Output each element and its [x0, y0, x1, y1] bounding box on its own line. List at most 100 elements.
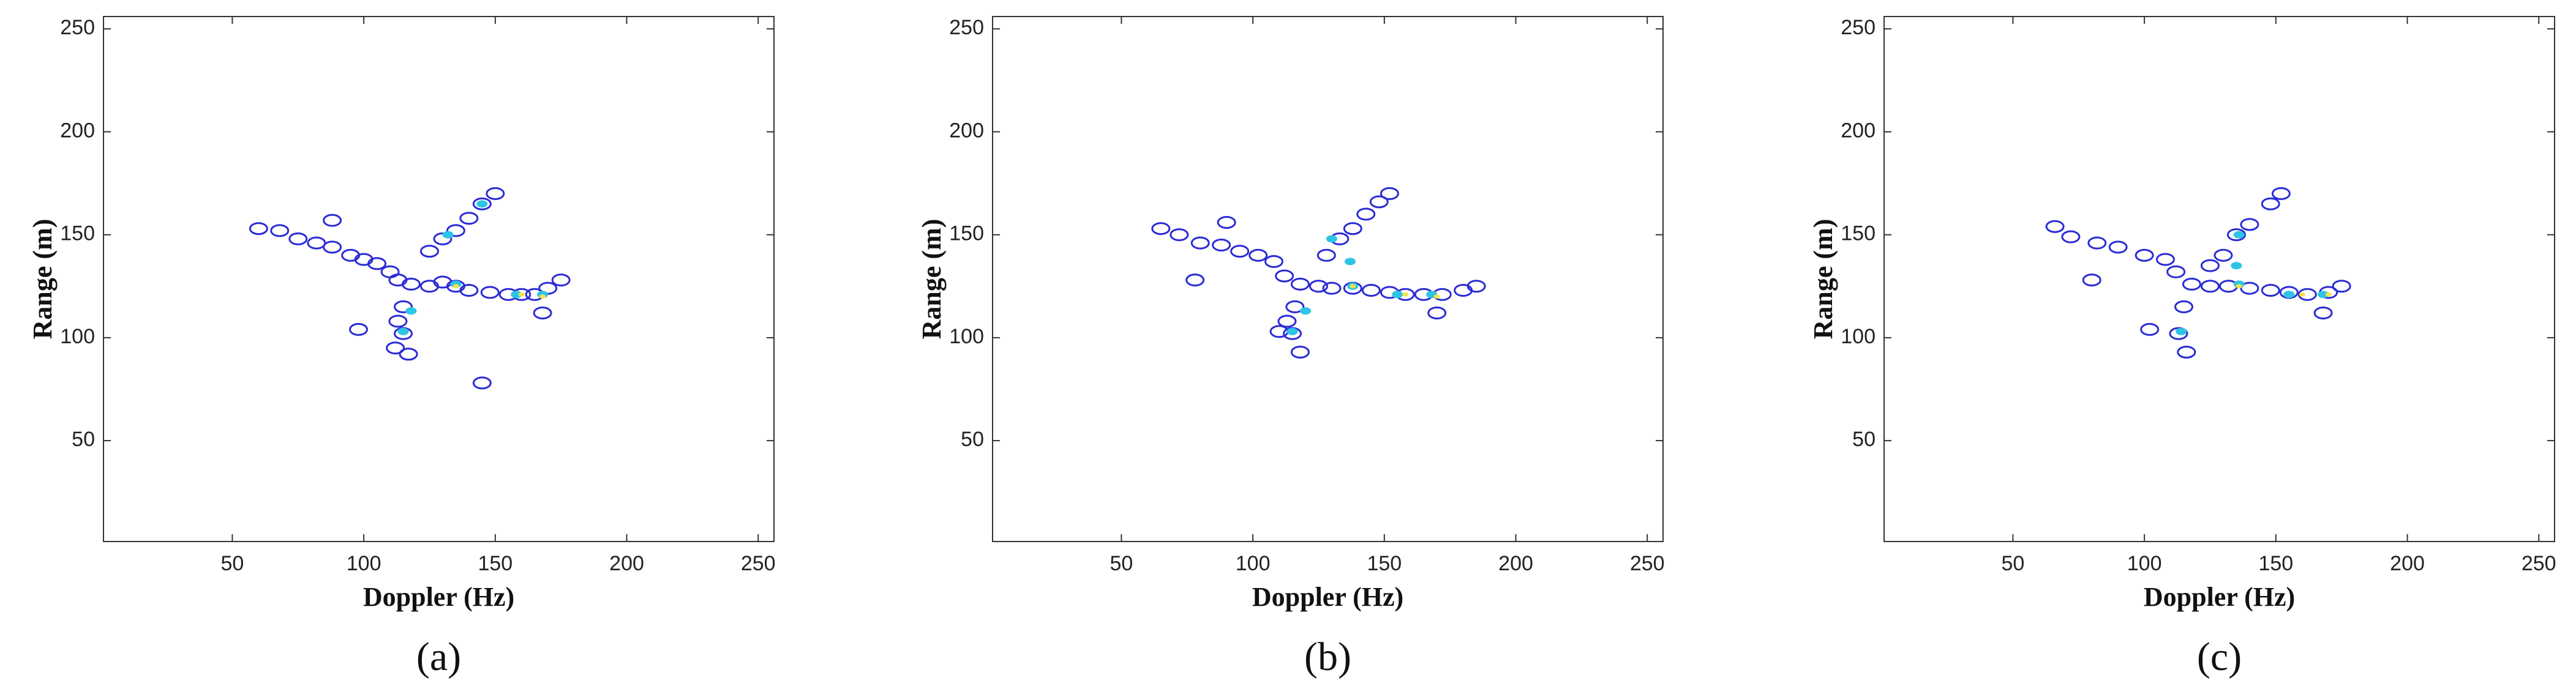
- panel: 50 100 150 200 250 50 100 150 200 250 Doppler (Hz)…: [28, 16, 776, 679]
- contour-blob: [1290, 345, 1310, 359]
- y-tick-label: 150: [60, 222, 95, 245]
- panel: 50 100 150 200 250 50 100 150 200 250 Doppler (Hz)…: [1808, 16, 2556, 679]
- contour-blob: [1185, 274, 1205, 287]
- x-tick-label: 250: [1630, 552, 1665, 575]
- contour-blob: [2240, 218, 2259, 231]
- contour-blob: [1356, 207, 1376, 221]
- contour-blob: [2231, 262, 2242, 270]
- contour-blob: [2177, 345, 2196, 359]
- caption: (c): [2197, 635, 2242, 679]
- x-tick-label: 150: [1367, 552, 1402, 575]
- contour-blob: [388, 315, 408, 328]
- y-tick-label: 250: [60, 16, 95, 39]
- contour-blob: [2200, 259, 2220, 272]
- contour-blob: [533, 307, 552, 320]
- x-tick-label: 50: [2001, 552, 2024, 575]
- contour-blob: [2236, 284, 2242, 289]
- contour-blob: [2299, 292, 2305, 297]
- contour-blob: [511, 291, 522, 299]
- contour-blob: [1326, 235, 1337, 243]
- x-tick-label: 150: [478, 552, 513, 575]
- y-tick-label: 250: [949, 16, 984, 39]
- plot-frame: [103, 16, 775, 542]
- plot-frame: [992, 16, 1664, 542]
- y-tick-label: 50: [1852, 428, 1876, 451]
- x-tick-label: 200: [2390, 552, 2425, 575]
- contour-blob: [2176, 327, 2187, 335]
- contour-blob: [2297, 288, 2317, 301]
- y-tick-label: 200: [949, 119, 984, 142]
- caption: (a): [416, 635, 461, 679]
- contour-blob: [2261, 197, 2280, 210]
- y-tick-label: 100: [1841, 325, 1876, 348]
- contour-blob: [1361, 284, 1381, 297]
- y-tick-label: 200: [60, 119, 95, 142]
- contour-blob: [386, 341, 405, 355]
- contour-blob: [1151, 222, 1171, 236]
- contour-blob: [539, 294, 546, 299]
- y-axis-label: Range (m): [28, 219, 58, 340]
- contour-blob: [1369, 195, 1389, 209]
- y-tick-label: 250: [1841, 16, 1876, 39]
- contour-blob: [2325, 292, 2332, 297]
- contour-blob: [2082, 274, 2101, 287]
- y-tick-label: 150: [949, 222, 984, 245]
- contour-blob: [1392, 291, 1403, 299]
- contour-blob: [2233, 231, 2245, 239]
- contour-blob: [472, 197, 492, 210]
- contour-blob: [459, 212, 479, 225]
- contour-blob: [1309, 280, 1328, 293]
- contour-blob: [270, 224, 290, 237]
- contour-blob: [433, 232, 452, 245]
- contour-blob: [2313, 307, 2333, 320]
- contour-blob: [2166, 265, 2186, 278]
- contour-blob: [1466, 280, 1486, 293]
- y-tick-label: 100: [949, 325, 984, 348]
- contour-blob: [2332, 280, 2351, 293]
- contour-blob: [2155, 253, 2175, 266]
- contour-blob: [1300, 307, 1311, 315]
- contour-blob: [2140, 322, 2160, 336]
- contour-blob: [397, 327, 409, 335]
- contour-blob: [399, 348, 418, 361]
- contour-blob: [2200, 280, 2220, 293]
- contour-blob: [1345, 258, 1356, 266]
- contour-blob: [367, 257, 387, 270]
- contour-blob: [2283, 291, 2295, 299]
- contour-blob: [476, 200, 488, 208]
- contour-blob: [394, 300, 413, 313]
- x-tick-label: 100: [347, 552, 381, 575]
- contour-blob: [2182, 277, 2201, 291]
- x-tick-label: 50: [1110, 552, 1133, 575]
- x-axis-label: Doppler (Hz): [363, 582, 514, 612]
- contour-blob: [2174, 300, 2194, 313]
- x-tick-label: 50: [220, 552, 244, 575]
- contour-blob: [1286, 327, 1298, 335]
- y-axis-label: Range (m): [917, 219, 947, 340]
- contour-blob: [480, 286, 500, 299]
- contour-blob: [446, 224, 465, 237]
- contour-blob: [2226, 228, 2246, 242]
- contour-blob: [1433, 294, 1440, 299]
- contour-blob: [349, 322, 369, 336]
- contour-blob: [452, 284, 459, 289]
- contour-blob: [1264, 255, 1283, 268]
- contour-blob: [1249, 248, 1268, 262]
- contour-blob: [472, 376, 492, 390]
- contour-blob: [1217, 215, 1236, 229]
- contour-blob: [551, 274, 571, 287]
- contour-blob: [401, 277, 421, 291]
- contour-blob: [1427, 307, 1447, 320]
- contour-blob: [1275, 269, 1294, 283]
- contour-blob: [2214, 248, 2233, 262]
- contour-blob: [2061, 230, 2081, 244]
- contour-blob: [1277, 315, 1297, 328]
- contour-blob: [323, 214, 342, 227]
- y-tick-label: 150: [1841, 222, 1876, 245]
- contour-blob: [442, 231, 454, 239]
- contour-blob: [1402, 292, 1409, 297]
- x-tick-label: 200: [609, 552, 644, 575]
- x-tick-label: 150: [2258, 552, 2293, 575]
- y-tick-label: 50: [72, 428, 95, 451]
